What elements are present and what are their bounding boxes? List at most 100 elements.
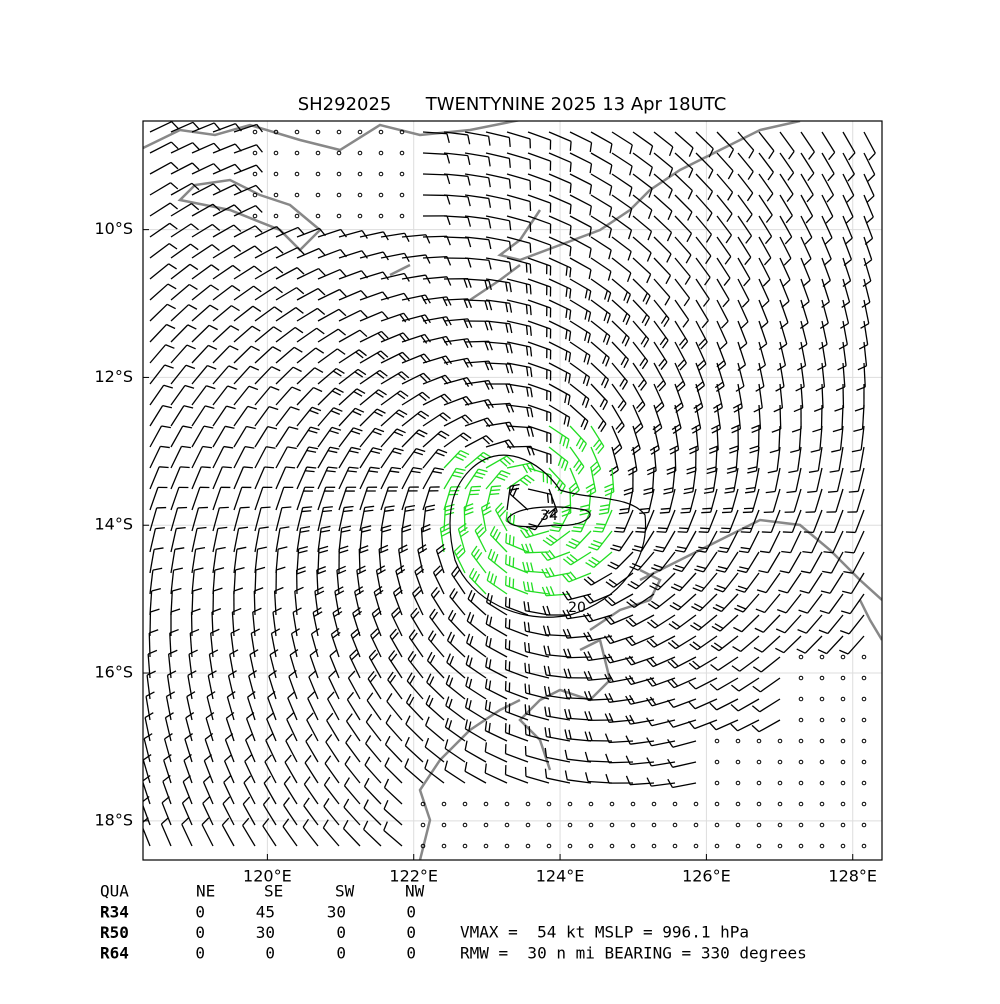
table-header: NE: [196, 882, 215, 901]
barb-flag: [265, 467, 274, 468]
x-tick-label: 128°E: [828, 867, 877, 886]
barb-flag: [506, 533, 507, 542]
barb-flag: [222, 467, 231, 468]
barb-flag: [570, 162, 571, 171]
barb-flag: [700, 528, 709, 529]
table-cell: R64: [100, 944, 129, 963]
table-cell: 30: [256, 923, 275, 942]
y-tick-label: 16°S: [94, 663, 133, 682]
barb-flag: [525, 704, 526, 713]
barb-flag: [525, 642, 526, 651]
table-cell: 0: [406, 903, 416, 922]
barb-flag: [323, 507, 332, 508]
barb-flag: [596, 524, 605, 525]
barb-flag: [526, 305, 527, 314]
barb-flag: [305, 471, 314, 472]
barb-flag: [702, 508, 711, 509]
barb-flag: [699, 532, 708, 533]
barb-flag: [159, 467, 168, 468]
barb-flag: [526, 325, 527, 334]
table-cell: 0: [195, 944, 205, 963]
barb-flag: [261, 507, 270, 508]
barb-flag: [570, 226, 571, 235]
barb-flag: [547, 493, 548, 502]
barb-staff: [780, 405, 781, 429]
barb-flag: [180, 467, 189, 468]
barb-flag: [530, 326, 531, 335]
table-cell: 0: [406, 944, 416, 963]
barb-staff: [423, 236, 447, 237]
barb-flag: [490, 494, 499, 495]
barb-flag: [529, 664, 530, 673]
table-cell: 0: [195, 923, 205, 942]
barb-flag: [506, 555, 507, 564]
barb-flag: [661, 508, 670, 509]
table-cell: 45: [256, 903, 275, 922]
y-tick-label: 12°S: [94, 367, 133, 386]
barb-flag: [682, 508, 691, 509]
barb-flag: [282, 507, 291, 508]
contour-label: 20: [568, 600, 586, 616]
table-cell: 0: [336, 944, 346, 963]
y-tick-label: 10°S: [94, 219, 133, 238]
table-cell: 0: [265, 944, 275, 963]
barb-flag: [303, 507, 312, 508]
barb-flag: [595, 527, 604, 528]
barb-flag: [679, 528, 688, 529]
table-cell: 0: [195, 903, 205, 922]
barb-flag: [660, 512, 669, 513]
barb-flag: [307, 467, 316, 468]
barb-flag: [616, 528, 625, 529]
barb-flag: [526, 263, 527, 272]
y-tick-label: 14°S: [94, 515, 133, 534]
table-header: QUA: [100, 882, 129, 901]
barb-flag: [635, 532, 644, 533]
barb-flag: [681, 512, 690, 513]
map-title: SH292025 TWENTYNINE 2025 13 Apr 18UTC: [298, 94, 727, 115]
x-tick-label: 126°E: [682, 867, 731, 886]
barb-flag: [491, 490, 500, 491]
y-tick-label: 18°S: [94, 810, 133, 829]
summary-line: RMW = 30 n mi BEARING = 330 degrees: [460, 944, 807, 963]
barb-flag: [530, 285, 531, 294]
barb-flag: [570, 141, 571, 150]
barb-flag: [849, 491, 858, 492]
table-cell: R50: [100, 923, 129, 942]
barb-flag: [525, 663, 526, 672]
table-cell: 0: [336, 923, 346, 942]
barb-flag: [529, 685, 530, 694]
barb-flag: [593, 531, 602, 532]
barb-flag: [243, 467, 252, 468]
table-cell: 30: [327, 903, 346, 922]
barb-flag: [658, 528, 667, 529]
barb-flag: [492, 486, 501, 487]
barb-flag: [657, 532, 666, 533]
barb-flag: [530, 264, 531, 273]
x-tick-label: 124°E: [536, 867, 585, 886]
barb-flag: [323, 511, 332, 512]
barb-flag: [828, 491, 837, 492]
barb-flag: [678, 532, 687, 533]
barb-flag: [513, 558, 514, 567]
barb-flag: [614, 531, 623, 532]
x-tick-label: 120°E: [243, 867, 292, 886]
barb-flag: [240, 507, 249, 508]
barb-flag: [286, 467, 295, 468]
barb-flag: [530, 306, 531, 315]
barb-flag: [510, 535, 511, 544]
barb-flag: [509, 138, 510, 147]
barb-flag: [302, 511, 311, 512]
table-header: SW: [335, 882, 355, 901]
barb-staff: [423, 174, 447, 175]
barb-flag: [570, 184, 571, 193]
barb-flag: [530, 243, 531, 252]
barb-flag: [525, 684, 526, 693]
x-tick-label: 122°E: [389, 867, 438, 886]
table-cell: 0: [406, 923, 416, 942]
barb-flag: [570, 205, 571, 214]
barb-flag: [526, 284, 527, 293]
barb-flag: [509, 158, 510, 167]
table-cell: R34: [100, 903, 129, 922]
